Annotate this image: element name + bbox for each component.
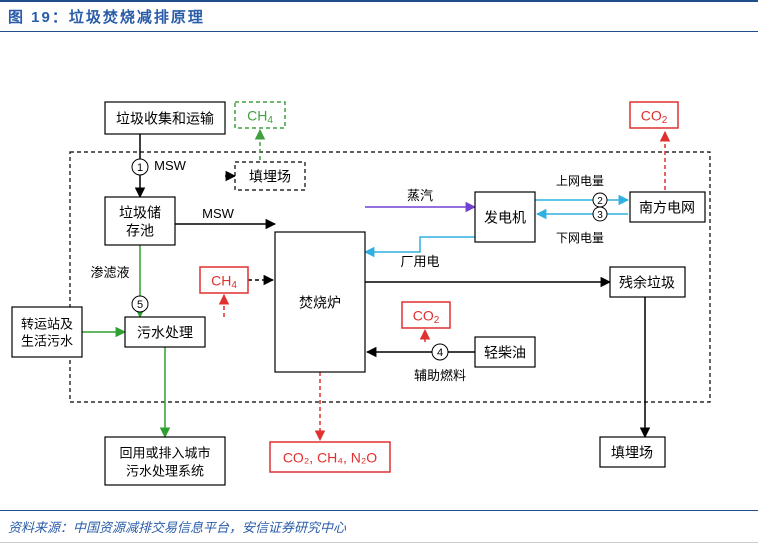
label-msw2: MSW [202,206,235,221]
label-aux-fuel: 辅助燃料 [414,368,466,383]
label-up-grid: 上网电量 [556,174,604,188]
node-gases-out-label: CO₂, CH₄, N₂O [283,450,377,466]
circle-4-label: 4 [437,347,443,359]
node-diesel-label: 轻柴油 [484,345,526,361]
flow-diagram: 1 MSW MSW 渗滤液 5 蒸汽 厂用电 上网电量 下网电量 2 3 4 辅… [0,42,758,502]
label-msw1: MSW [154,158,187,173]
node-transfer [12,307,82,357]
circle-1-label: 1 [137,162,143,174]
source-text: 中国资源减排交易信息平台，安信证券研究中心 [73,520,346,535]
circle-5-label: 5 [137,299,143,311]
source-label: 资料来源： [8,520,73,535]
label-down-grid: 下网电量 [556,231,604,245]
node-landfill-bot-label: 填埋场 [611,445,653,461]
figure-title: 垃圾焚烧减排原理 [69,9,205,26]
circle-3-label: 3 [597,210,603,221]
label-plant-power: 厂用电 [400,254,439,269]
node-recycle-l1: 回用或排入城市 [119,445,210,460]
node-transfer-l2: 生活污水 [21,333,73,348]
node-residual-label: 残余垃圾 [619,275,675,291]
node-landfill-top-label: 填埋场 [249,169,291,185]
source-bar: 资料来源：中国资源减排交易信息平台，安信证券研究中心 [0,510,758,543]
node-incinerator-label: 焚烧炉 [299,295,341,311]
node-transfer-l1: 转运站及 [21,316,73,331]
label-leachate: 渗滤液 [90,265,129,280]
node-recycle-l2: 污水处理系统 [126,463,204,478]
label-steam: 蒸汽 [407,188,433,203]
node-grid-label: 南方电网 [639,200,695,216]
node-sewage-label: 污水处理 [137,325,193,341]
node-storage-l2: 存池 [126,223,154,239]
circle-2-label: 2 [597,196,603,207]
node-storage-l1: 垃圾储 [119,205,161,221]
node-generator-label: 发电机 [484,210,526,226]
node-collect-label: 垃圾收集和运输 [116,111,214,127]
diagram-container: 1 MSW MSW 渗滤液 5 蒸汽 厂用电 上网电量 下网电量 2 3 4 辅… [0,32,758,510]
figure-title-bar: 图 19：垃圾焚烧减排原理 [0,0,758,32]
figure-number: 图 19 [8,9,52,26]
edge-plant-power [365,237,475,252]
